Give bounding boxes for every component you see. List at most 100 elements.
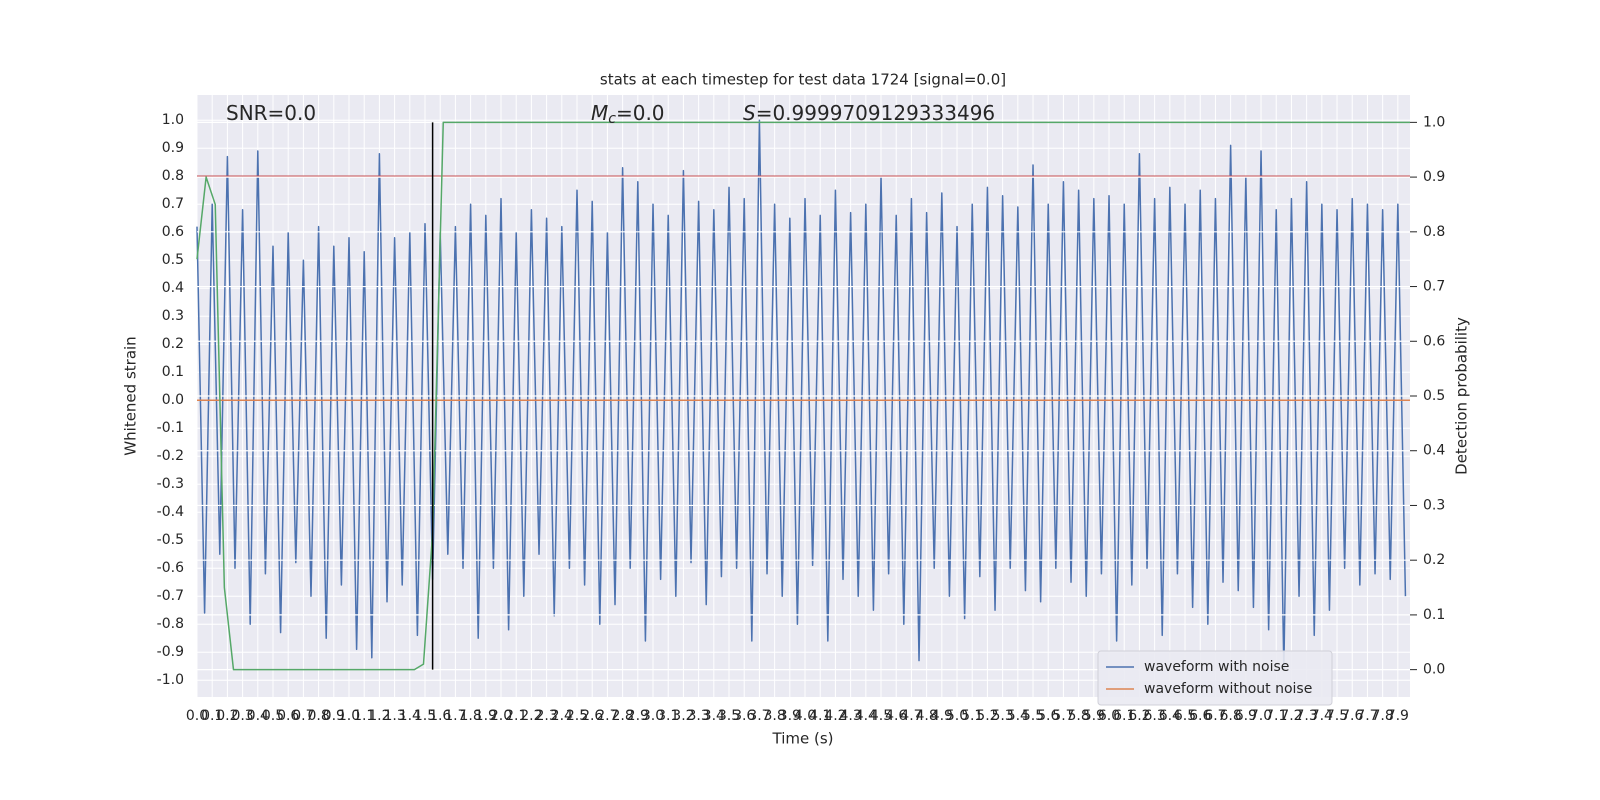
y-tick-label: -0.5 <box>157 532 184 548</box>
x-tick-label: 5.2 <box>976 708 998 724</box>
x-tick-label: 1.7 <box>444 708 466 724</box>
x-tick-label: 1.1 <box>353 708 375 724</box>
x-tick-label: 4.3 <box>839 708 861 724</box>
y2-tick-label: 1.0 <box>1423 114 1445 130</box>
x-tick-label: 6.9 <box>1235 708 1257 724</box>
x-tick-label: 1.2 <box>368 708 390 724</box>
x-tick-label: 3.9 <box>779 708 801 724</box>
x-tick-label: 2.6 <box>581 708 603 724</box>
x-tick-label: 1.4 <box>399 708 421 724</box>
x-tick-label: 6.3 <box>1143 708 1165 724</box>
y-tick-label: 0.0 <box>162 392 184 408</box>
x-tick-label: 4.9 <box>931 708 953 724</box>
chart-title: stats at each timestep for test data 172… <box>600 71 1006 89</box>
x-tick-label: 2.7 <box>596 708 618 724</box>
annotation-text: =0.0 <box>616 101 665 125</box>
x-tick-label: 5.4 <box>1007 708 1029 724</box>
x-tick-label: 6.7 <box>1204 708 1226 724</box>
y-tick-label: -0.6 <box>157 560 184 576</box>
y2-tick-label: 0.5 <box>1423 388 1445 404</box>
x-tick-label: 2.5 <box>566 708 588 724</box>
x-tick-label: 0.4 <box>247 708 269 724</box>
x-tick-label: 2.3 <box>535 708 557 724</box>
x-tick-label: 3.0 <box>642 708 664 724</box>
y-tick-label: 0.5 <box>162 252 184 268</box>
x-tick-label: 2.9 <box>627 708 649 724</box>
x-tick-label: 6.2 <box>1128 708 1150 724</box>
x-tick-label: 1.6 <box>429 708 451 724</box>
y2-tick-label: 0.8 <box>1423 224 1445 240</box>
x-tick-label: 4.2 <box>824 708 846 724</box>
x-tick-label: 0.7 <box>292 708 314 724</box>
series-line <box>196 119 1407 670</box>
x-tick-label: 4.4 <box>855 708 877 724</box>
y2-tick-label: 0.4 <box>1423 443 1445 459</box>
y2-tick-label: 0.2 <box>1423 552 1445 568</box>
x-axis-label: Time (s) <box>772 730 834 748</box>
y-tick-label: 0.6 <box>162 224 184 240</box>
x-tick-label: 6.4 <box>1159 708 1181 724</box>
legend-label: waveform with noise <box>1144 659 1289 675</box>
x-tick-label: 3.8 <box>763 708 785 724</box>
x-tick-label: 0.0 <box>186 708 208 724</box>
y-tick-label: 0.8 <box>162 168 184 184</box>
series-line <box>196 121 1410 671</box>
annotation-text: SNR=0.0 <box>226 101 316 125</box>
x-tick-label: 5.1 <box>961 708 983 724</box>
x-tick-label: 7.8 <box>1372 708 1394 724</box>
y2-tick-label: 0.7 <box>1423 279 1445 295</box>
y-tick-label: 0.4 <box>162 280 184 296</box>
x-tick-label: 6.5 <box>1174 708 1196 724</box>
x-tick-label: 7.4 <box>1311 708 1333 724</box>
y-tick-label: -1.0 <box>157 672 184 688</box>
x-tick-label: 0.6 <box>277 708 299 724</box>
x-tick-label: 3.2 <box>672 708 694 724</box>
x-tick-label: 6.1 <box>1113 708 1135 724</box>
x-tick-label: 0.2 <box>216 708 238 724</box>
x-tick-label: 3.6 <box>733 708 755 724</box>
annotation: SNR=0.0 <box>226 101 316 125</box>
legend: waveform with noise waveform without nois… <box>1097 650 1333 706</box>
y-axis-label: Whitened strain <box>122 336 140 455</box>
x-tick-label: 1.8 <box>459 708 481 724</box>
y-tick-label: 0.7 <box>162 196 184 212</box>
y-tick-label: -0.9 <box>157 644 184 660</box>
x-tick-label: 7.3 <box>1296 708 1318 724</box>
y2-tick-label: 0.6 <box>1423 333 1445 349</box>
x-tick-label: 6.0 <box>1098 708 1120 724</box>
y-tick-label: -0.3 <box>157 476 184 492</box>
x-tick-label: 0.5 <box>262 708 284 724</box>
x-tick-label: 4.0 <box>794 708 816 724</box>
x-tick-label: 1.3 <box>383 708 405 724</box>
legend-label: waveform without noise <box>1144 681 1312 697</box>
y-tick-label: -0.2 <box>157 448 184 464</box>
x-tick-label: 2.1 <box>505 708 527 724</box>
y-tick-label: 0.9 <box>162 140 184 156</box>
legend-box <box>1097 650 1333 706</box>
x-tick-label: 5.6 <box>1037 708 1059 724</box>
y-tick-label: 0.3 <box>162 308 184 324</box>
annotation: Mc=0.0 <box>591 101 665 128</box>
x-tick-label: 5.7 <box>1052 708 1074 724</box>
annotation-subscript: c <box>608 111 616 127</box>
y-tick-label: -0.4 <box>157 504 184 520</box>
annotation-text: =0.9999709129333496 <box>756 101 995 125</box>
y-tick-label: 1.0 <box>162 112 184 128</box>
x-tick-label: 1.5 <box>414 708 436 724</box>
annotation: S=0.9999709129333496 <box>743 101 995 125</box>
x-tick-label: 0.1 <box>201 708 223 724</box>
x-tick-label: 2.4 <box>551 708 573 724</box>
x-tick-label: 6.6 <box>1189 708 1211 724</box>
x-tick-label: 7.6 <box>1341 708 1363 724</box>
x-tick-label: 5.9 <box>1083 708 1105 724</box>
x-tick-label: 4.5 <box>870 708 892 724</box>
x-tick-label: 7.7 <box>1356 708 1378 724</box>
y-tick-label: -0.7 <box>157 588 184 604</box>
annotation-symbol: M <box>591 101 608 125</box>
x-tick-label: 4.6 <box>885 708 907 724</box>
x-tick-label: 0.3 <box>231 708 253 724</box>
x-tick-label: 2.2 <box>520 708 542 724</box>
x-tick-label: 1.0 <box>338 708 360 724</box>
x-tick-label: 1.9 <box>475 708 497 724</box>
x-tick-label: 5.0 <box>946 708 968 724</box>
